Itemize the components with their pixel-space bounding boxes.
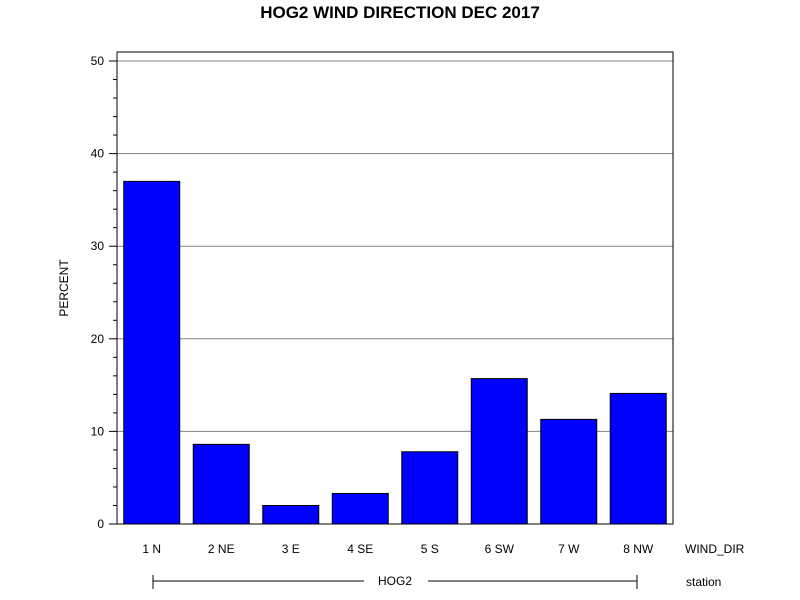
group-label: HOG2 xyxy=(378,574,412,588)
x-tick-label: 7 W xyxy=(558,542,580,556)
x-tick-label: 4 SE xyxy=(347,542,373,556)
x-tick-label: 2 NE xyxy=(208,542,235,556)
x-tick-label: 8 NW xyxy=(623,542,654,556)
x-tick-label: 3 E xyxy=(282,542,300,556)
bar xyxy=(401,451,459,525)
y-tick-label: 40 xyxy=(91,147,105,161)
bar xyxy=(262,504,320,525)
x-axis-labels: 1 N 2 NE 3 E 4 SE 5 S 6 SW 7 W 8 NW xyxy=(142,542,654,556)
bar xyxy=(192,443,250,525)
bar xyxy=(123,180,181,525)
y-tick-label: 0 xyxy=(97,517,104,531)
y-tick-label: 30 xyxy=(91,239,105,253)
x-tick-label: 1 N xyxy=(142,542,161,556)
y-tick-label: 50 xyxy=(91,54,105,68)
y-axis-title: PERCENT xyxy=(57,259,71,317)
x-tick-label: 5 S xyxy=(421,542,439,556)
y-tick-label: 20 xyxy=(91,332,105,346)
bar xyxy=(470,378,528,525)
y-tick-label: 10 xyxy=(91,424,105,438)
bar xyxy=(331,492,389,525)
grid-lines xyxy=(117,60,673,432)
bars xyxy=(123,180,667,525)
group-axis-title: station xyxy=(686,575,721,589)
group-axis: HOG2 xyxy=(152,574,638,589)
bar xyxy=(540,418,598,525)
x-axis-title: WIND_DIR xyxy=(685,542,745,556)
bar xyxy=(609,392,667,525)
chart-title: HOG2 WIND DIRECTION DEC 2017 xyxy=(260,3,540,22)
x-tick-label: 6 SW xyxy=(485,542,515,556)
y-axis: 0 10 20 30 40 50 xyxy=(91,52,118,531)
